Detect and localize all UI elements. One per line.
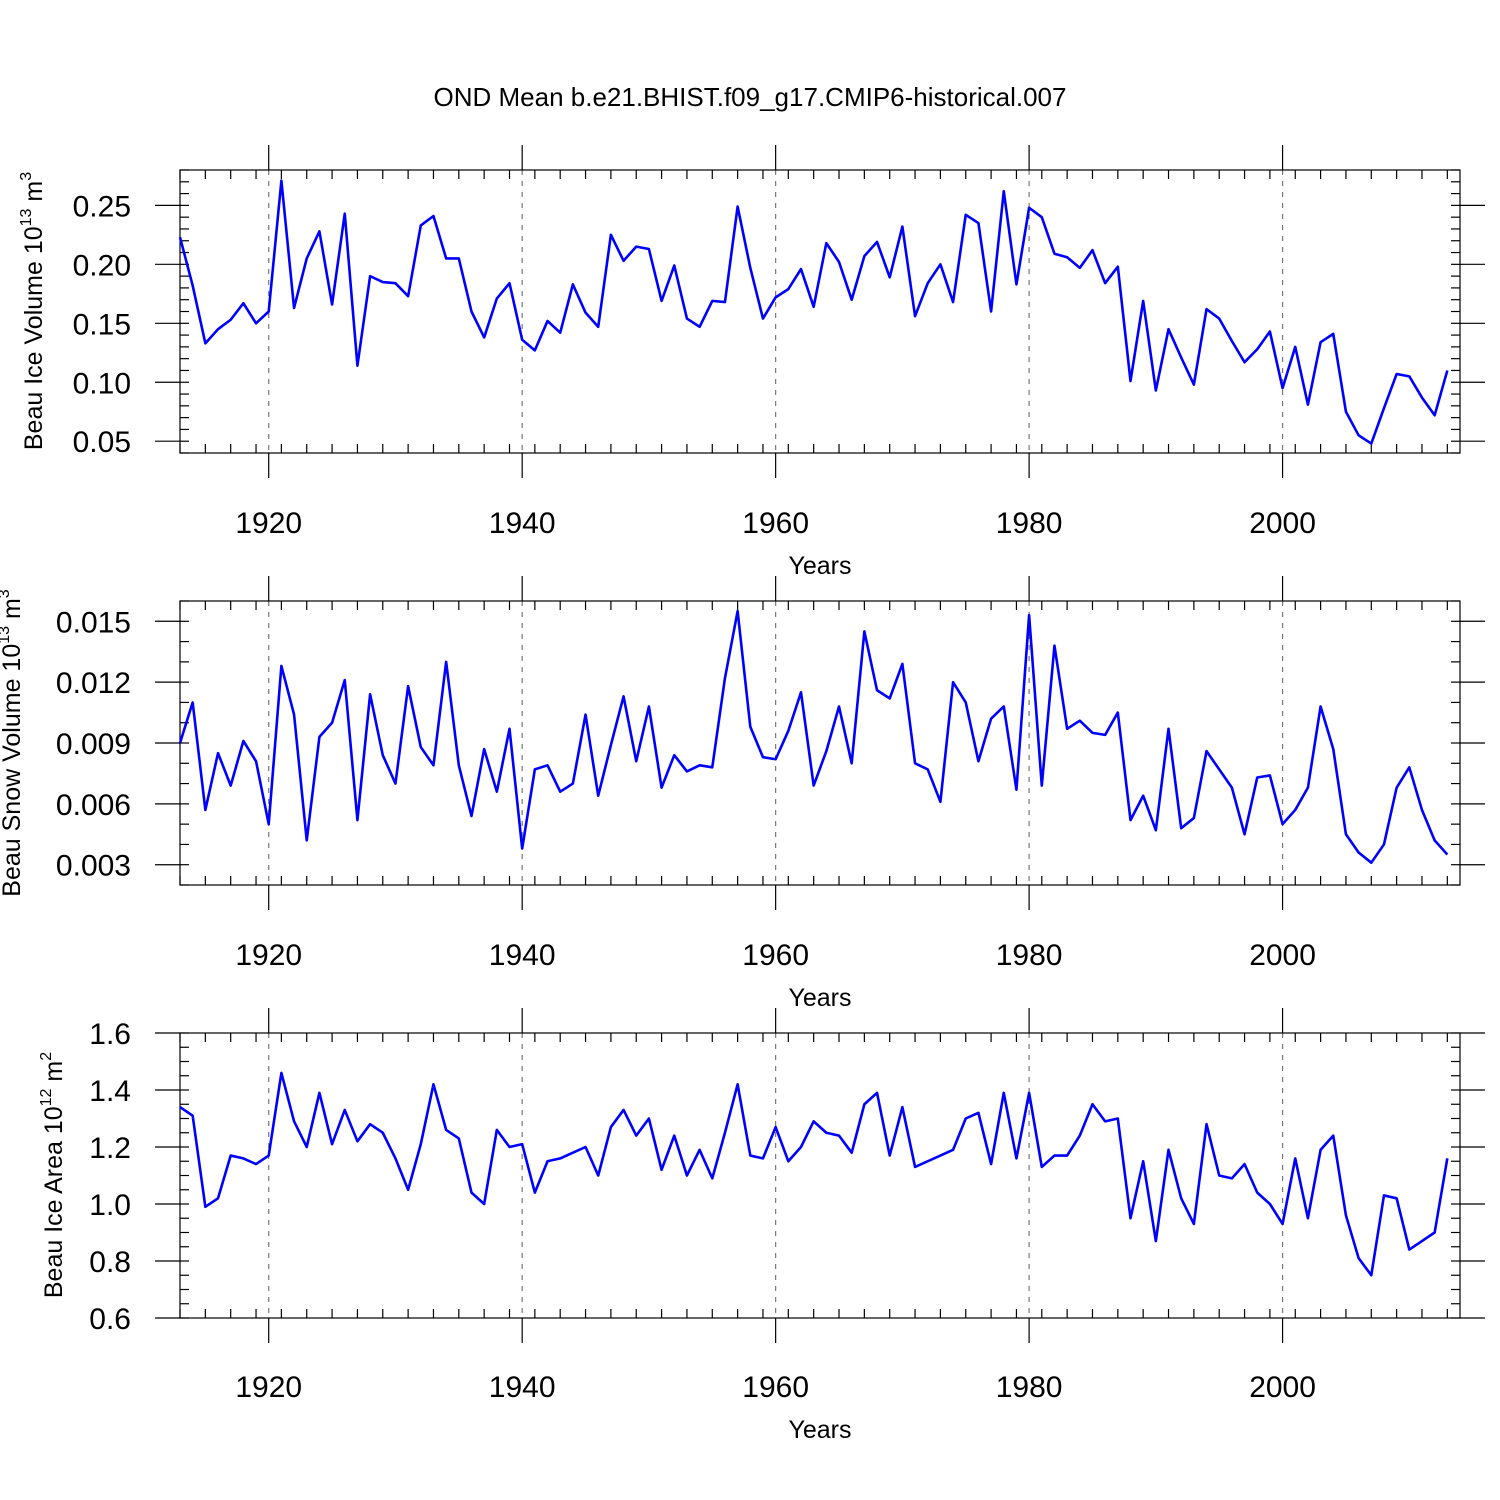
panel-3-xtick-label: 1960	[742, 1371, 809, 1404]
panel-1-x-axis-label: Years	[788, 552, 851, 580]
panel-1-ytick-label: 0.10	[73, 367, 131, 400]
panel-1-ytick-label: 0.15	[73, 308, 131, 341]
panel-1-xtick-label: 1960	[742, 507, 809, 540]
panel-2: 0.003 0.006 0.009 0.012 0.015 1920 1940 1960 198…	[0, 576, 1485, 1012]
panel-2-xtick-label: 2000	[1249, 939, 1316, 972]
panel-3-ytick-label: 0.8	[89, 1246, 131, 1279]
panel-1-xtick-label: 1920	[235, 507, 302, 540]
panel-3-ytick-label: 1.6	[89, 1018, 131, 1051]
figure-title: OND Mean b.e21.BHIST.f09_g17.CMIP6-histo…	[434, 82, 1067, 112]
panel-2-ytick-label: 0.003	[56, 850, 131, 883]
panel-3-xtick-label: 2000	[1249, 1371, 1316, 1404]
panel-2-xtick-label: 1940	[489, 939, 556, 972]
panel-3-xtick-label: 1920	[235, 1371, 302, 1404]
panel-2-xtick-label: 1960	[742, 939, 809, 972]
panel-2-ytick-label: 0.006	[56, 789, 131, 822]
panel-1-ytick-label: 0.20	[73, 249, 131, 282]
panel-3-xtick-label: 1940	[489, 1371, 556, 1404]
panel-2-xtick-label: 1920	[235, 939, 302, 972]
panel-1-plot-frame	[179, 169, 1461, 454]
panel-1-ytick-label: 0.25	[73, 190, 131, 223]
panel-2-x-axis-label: Years	[788, 984, 851, 1012]
panel-2-ytick-label: 0.009	[56, 728, 131, 761]
panel-1-xtick-label: 2000	[1249, 507, 1316, 540]
panel-1: 0.05 0.10 0.15 0.20 0.25 1920 1940 1960 1980 2000…	[18, 145, 1485, 580]
panel-1-series-line	[178, 179, 1449, 445]
panel-3-ytick-label: 0.6	[89, 1303, 131, 1336]
panel-2-ytick-label: 0.012	[56, 667, 131, 700]
panel-3: 0.6 0.8 1.0 1.2 1.4 1.6 1920 1940 1960 1980 2000 Ye…	[38, 1008, 1485, 1444]
panels: 0.05 0.10 0.15 0.20 0.25 1920 1940 1960 1980 2000…	[0, 145, 1485, 1444]
panel-1-xtick-label: 1980	[996, 507, 1063, 540]
panel-1-y-axis-label: Beau Ice Volume 1013 m3	[18, 172, 48, 450]
panel-2-xtick-label: 1980	[996, 939, 1063, 972]
panel-2-series-line	[178, 609, 1449, 864]
panel-2-plot-frame	[179, 600, 1461, 886]
panel-3-series-line	[179, 1071, 1449, 1277]
panel-3-ytick-label: 1.0	[89, 1189, 131, 1222]
panel-1-ytick-label: 0.05	[73, 426, 131, 459]
panel-3-x-axis-label: Years	[788, 1416, 851, 1444]
panel-2-ytick-label: 0.015	[56, 606, 131, 639]
panel-2-y-axis-label: Beau Snow Volume 1013 m3	[0, 589, 26, 897]
panel-3-ytick-label: 1.4	[89, 1075, 131, 1108]
panel-1-xtick-label: 1940	[489, 507, 556, 540]
panel-3-xtick-label: 1980	[996, 1371, 1063, 1404]
panel-3-ytick-label: 1.2	[89, 1132, 131, 1165]
panel-3-y-axis-label: Beau Ice Area 1012 m2	[38, 1052, 68, 1298]
panel-3-plot-frame	[179, 1032, 1461, 1319]
